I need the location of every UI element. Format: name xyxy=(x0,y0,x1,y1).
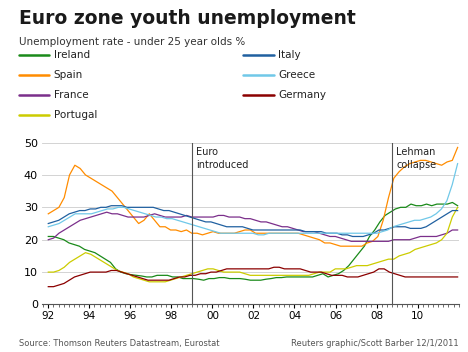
Text: Spain: Spain xyxy=(54,70,83,80)
Text: Source: Thomson Reuters Datastream, Eurostat: Source: Thomson Reuters Datastream, Euro… xyxy=(19,339,219,348)
Text: Euro
introduced: Euro introduced xyxy=(196,147,249,170)
Text: Portugal: Portugal xyxy=(54,110,97,120)
Text: Unemployment rate - under 25 year olds %: Unemployment rate - under 25 year olds % xyxy=(19,37,245,47)
Text: Greece: Greece xyxy=(278,70,315,80)
Text: France: France xyxy=(54,90,88,100)
Text: Italy: Italy xyxy=(278,50,301,59)
Text: Lehman
collapse: Lehman collapse xyxy=(396,147,436,170)
Text: Germany: Germany xyxy=(278,90,327,100)
Text: Euro zone youth unemployment: Euro zone youth unemployment xyxy=(19,9,356,28)
Text: Reuters graphic/Scott Barber 12/1/2011: Reuters graphic/Scott Barber 12/1/2011 xyxy=(291,339,459,348)
Text: Ireland: Ireland xyxy=(54,50,90,59)
